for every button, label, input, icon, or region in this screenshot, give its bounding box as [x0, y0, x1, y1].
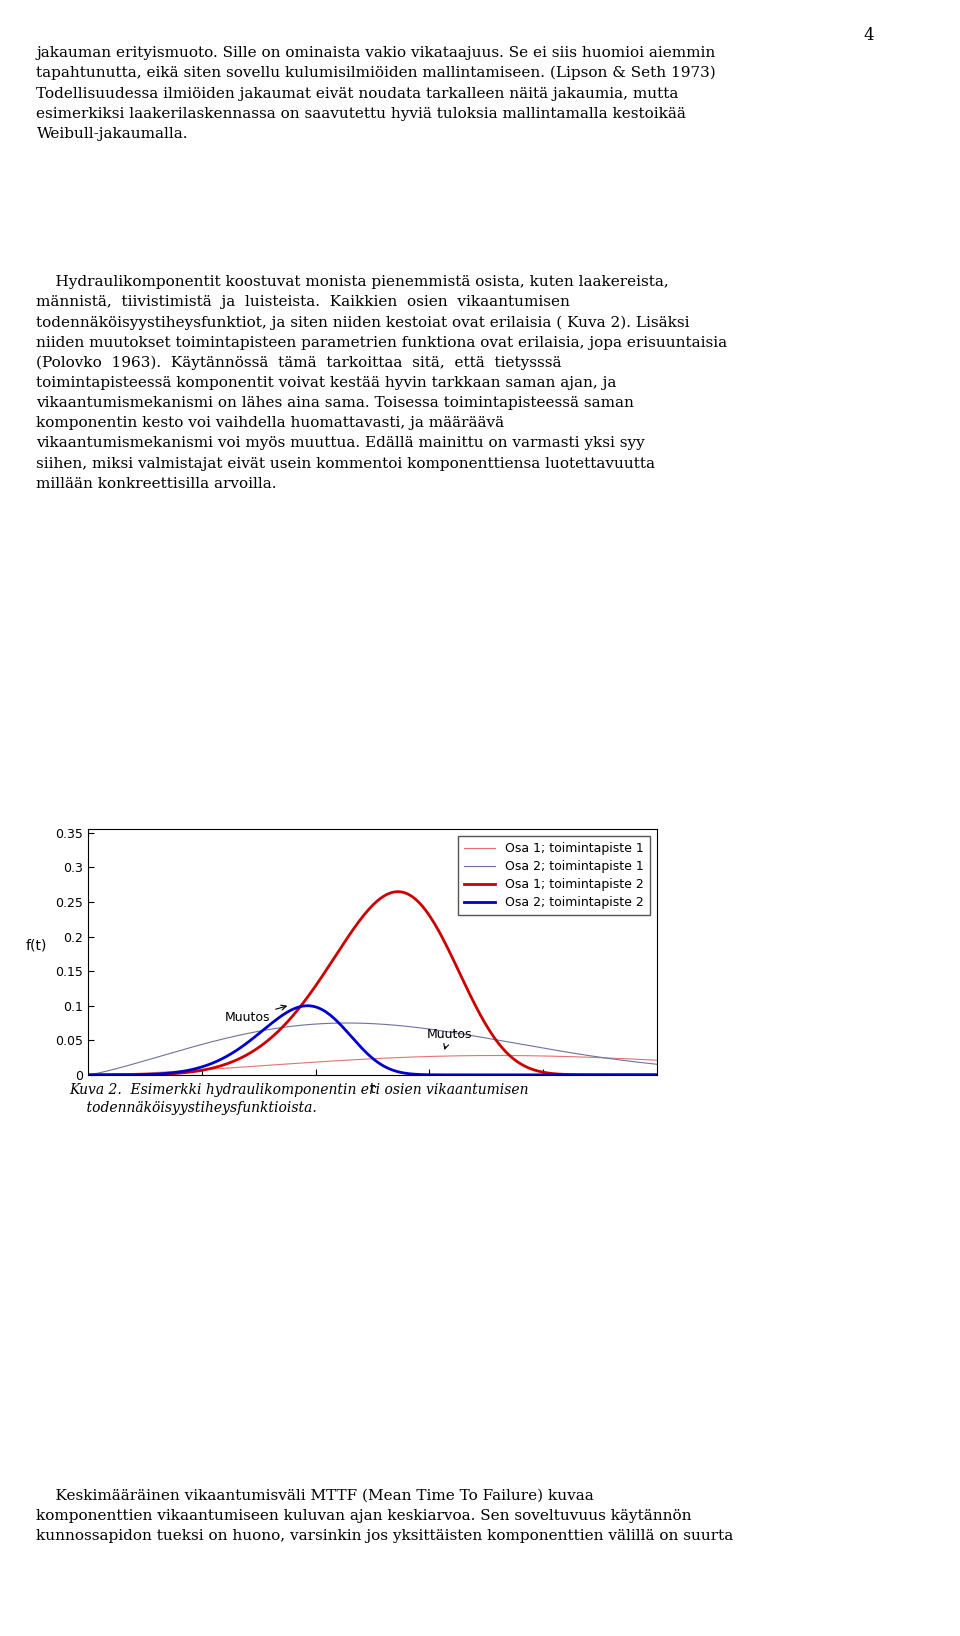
Text: Muutos: Muutos — [426, 1027, 472, 1049]
Osa 2; toimintapiste 1 — [325, 1013, 337, 1032]
Osa 1; toimintapiste 1 — [325, 1052, 337, 1072]
Osa 2; toimintapiste 2 — [181, 1060, 193, 1080]
Osa 2; toimintapiste 2 — [301, 996, 313, 1016]
Osa 2; toimintapiste 2 — [640, 1065, 652, 1085]
Osa 1; toimintapiste 2 — [300, 988, 312, 1008]
Osa 2; toimintapiste 2 — [300, 996, 312, 1016]
Osa 1; toimintapiste 1 — [491, 1045, 502, 1065]
Text: Muutos: Muutos — [225, 1005, 286, 1024]
X-axis label: t: t — [370, 1083, 375, 1096]
Line: Osa 1; toimintapiste 2: Osa 1; toimintapiste 2 — [89, 892, 657, 1075]
Osa 2; toimintapiste 1 — [342, 1013, 353, 1032]
Osa 1; toimintapiste 2 — [148, 1065, 159, 1085]
Osa 1; toimintapiste 1 — [579, 1047, 590, 1067]
Osa 1; toimintapiste 2 — [181, 1063, 193, 1083]
Legend: Osa 1; toimintapiste 1, Osa 2; toimintapiste 1, Osa 1; toimintapiste 2, Osa 2; t: Osa 1; toimintapiste 1, Osa 2; toimintap… — [458, 836, 650, 915]
Text: jakauman erityismuoto. Sille on ominaista vakio vikataajuus. Se ei siis huomioi : jakauman erityismuoto. Sille on ominaist… — [36, 46, 716, 141]
Osa 2; toimintapiste 1 — [579, 1045, 590, 1065]
Osa 1; toimintapiste 2 — [325, 952, 337, 972]
Line: Osa 1; toimintapiste 1: Osa 1; toimintapiste 1 — [89, 1055, 657, 1075]
Osa 2; toimintapiste 2 — [579, 1065, 590, 1085]
Text: Kuva 2.  Esimerkki hydraulikomponentin eri osien vikaantumisen
    todennäköisyy: Kuva 2. Esimerkki hydraulikomponentin er… — [69, 1083, 529, 1116]
Osa 2; toimintapiste 2 — [325, 1006, 337, 1026]
Osa 1; toimintapiste 1 — [300, 1054, 312, 1073]
Osa 1; toimintapiste 1 — [651, 1050, 662, 1070]
Osa 2; toimintapiste 2 — [651, 1065, 662, 1085]
Text: 4: 4 — [863, 28, 875, 44]
Line: Osa 2; toimintapiste 1: Osa 2; toimintapiste 1 — [89, 1022, 657, 1075]
Osa 2; toimintapiste 1 — [640, 1054, 652, 1073]
Osa 1; toimintapiste 2 — [84, 1065, 95, 1085]
Osa 1; toimintapiste 1 — [84, 1065, 95, 1085]
Osa 2; toimintapiste 2 — [148, 1065, 159, 1085]
Osa 1; toimintapiste 2 — [640, 1065, 652, 1085]
Text: Keskimääräinen vikaantumisväli MTTF (Mean Time To Failure) kuvaa
komponenttien v: Keskimääräinen vikaantumisväli MTTF (Mea… — [36, 1489, 733, 1543]
Osa 1; toimintapiste 1 — [181, 1060, 193, 1080]
Osa 1; toimintapiste 1 — [640, 1050, 652, 1070]
Osa 2; toimintapiste 1 — [300, 1014, 312, 1034]
Osa 2; toimintapiste 2 — [84, 1065, 95, 1085]
Osa 1; toimintapiste 2 — [651, 1065, 662, 1085]
Line: Osa 2; toimintapiste 2: Osa 2; toimintapiste 2 — [89, 1006, 657, 1075]
Osa 2; toimintapiste 1 — [651, 1055, 662, 1075]
Osa 2; toimintapiste 1 — [181, 1039, 193, 1058]
Text: Hydraulikomponentit koostuvat monista pienemmistä osista, kuten laakereista,
män: Hydraulikomponentit koostuvat monista pi… — [36, 275, 728, 491]
Osa 1; toimintapiste 1 — [148, 1063, 159, 1083]
Y-axis label: f(t): f(t) — [25, 937, 47, 952]
Osa 1; toimintapiste 2 — [579, 1065, 590, 1085]
Osa 2; toimintapiste 1 — [148, 1049, 159, 1068]
Osa 2; toimintapiste 1 — [84, 1065, 95, 1085]
Osa 1; toimintapiste 2 — [392, 882, 403, 901]
